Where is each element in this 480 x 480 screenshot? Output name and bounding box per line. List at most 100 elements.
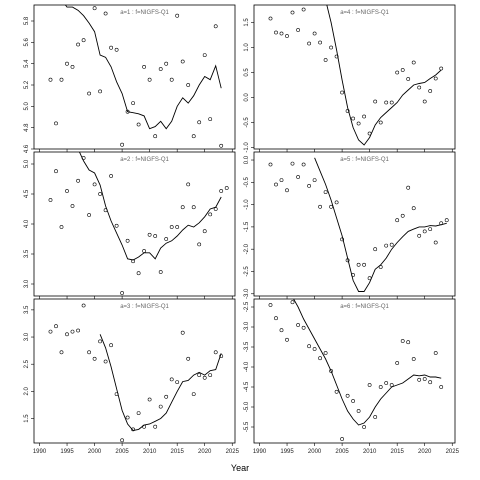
data-point [48, 329, 53, 334]
y-tick-label: 3.0 [24, 332, 30, 341]
x-tick-label: 2005 [335, 449, 349, 455]
data-point [378, 265, 383, 269]
panel-frame [253, 151, 456, 297]
x-tick-label: 2025 [226, 449, 240, 455]
data-point [406, 340, 411, 345]
data-point [131, 427, 136, 432]
data-point [340, 437, 345, 441]
data-point [142, 249, 147, 253]
y-tick-label: 0.5 [244, 68, 250, 77]
data-point [400, 339, 405, 343]
y-tick-label: 1.0 [244, 43, 250, 52]
data-point [422, 229, 427, 234]
data-point [312, 347, 317, 351]
y-tick-label: -4.0 [244, 361, 250, 372]
x-tick-label: 2025 [446, 449, 460, 455]
data-point [307, 183, 312, 188]
data-point [103, 208, 108, 213]
data-point [334, 200, 339, 205]
y-tick-label: 5.8 [24, 16, 30, 25]
y-tick-label: 1.5 [244, 18, 250, 27]
data-point [125, 415, 130, 420]
x-tick-label: 2010 [363, 449, 377, 455]
y-tick-label: -2.5 [244, 301, 250, 312]
data-point [175, 225, 180, 229]
panel-4: -3.0 -2.5 -2.0 -1.5 -1.0 -0.5 0.0 a=5 : f=NIGFS… [244, 151, 456, 299]
panel-6: -5.5 -5.0 -4.5 -4.0 -3.5 -3.0 -2.5 1990 1995 2000… [244, 298, 460, 455]
y-tick-label: -0.5 [244, 117, 250, 128]
data-point [197, 242, 202, 247]
data-point [191, 205, 196, 210]
data-point [356, 262, 361, 267]
fitted-line [99, 334, 222, 431]
data-point [65, 189, 69, 193]
data-point [87, 213, 92, 217]
data-point [274, 182, 278, 187]
data-point [411, 357, 416, 361]
panel-3: 3.0 3.5 4.0 4.5 5.0 a=2 : f=NIGFS-Q1 [24, 151, 236, 299]
data-point [158, 270, 163, 274]
data-point [329, 204, 334, 209]
data-point [345, 258, 350, 263]
data-point [307, 344, 312, 349]
data-point [290, 161, 295, 166]
data-point [65, 332, 69, 337]
data-point [444, 218, 449, 223]
data-point [378, 120, 383, 125]
data-point [131, 101, 136, 106]
panels-group: 4.6 4.8 5.0 5.2 5.4 5.6 5.8 a=1 : f=NIGFS-Q1 -1.… [24, 4, 460, 455]
data-point [318, 204, 323, 209]
data-point [433, 76, 438, 81]
data-point [378, 385, 383, 389]
y-tick-label: 5.0 [24, 159, 30, 168]
y-tick-label: -0.5 [244, 176, 250, 187]
data-point [406, 77, 411, 81]
data-point [428, 380, 433, 385]
data-point [301, 7, 306, 12]
panel-label: a=3 : f=NIGFS-Q1 [120, 304, 169, 310]
y-tick-label: 0.0 [244, 155, 250, 164]
data-point [92, 6, 97, 11]
data-point [136, 271, 141, 276]
data-point [70, 65, 75, 69]
panel-frame [33, 151, 236, 297]
data-point [400, 68, 405, 72]
data-point [285, 188, 289, 193]
panel-5: 1.5 2.0 2.5 3.0 3.5 1990 1995 2000 2005 2010 2015 2… [24, 298, 240, 455]
data-point [373, 247, 378, 252]
panel-label: a=1 : f=NIGFS-Q1 [120, 10, 169, 16]
data-point [345, 393, 350, 398]
data-point [169, 77, 174, 82]
data-point [169, 225, 174, 229]
data-point [76, 328, 81, 333]
data-point [208, 373, 213, 378]
data-point [87, 350, 92, 355]
x-tick-label: 2000 [88, 449, 102, 455]
data-point [323, 58, 328, 62]
data-point [224, 186, 229, 190]
y-tick-label: 4.0 [24, 219, 30, 228]
data-point [59, 350, 64, 355]
y-tick-label: -2.0 [244, 243, 250, 254]
data-point [153, 424, 158, 429]
data-point [59, 225, 64, 229]
data-point [356, 409, 361, 413]
data-point [109, 45, 114, 50]
data-point [202, 375, 207, 380]
y-tick-label: 4.6 [24, 144, 30, 153]
data-point [428, 89, 433, 93]
data-point [103, 11, 108, 16]
data-point [219, 354, 224, 359]
panel-frame [253, 298, 456, 444]
data-point [334, 54, 339, 59]
data-point [147, 77, 152, 82]
data-point [114, 223, 119, 228]
data-point [268, 162, 273, 167]
x-tick-label: 1995 [280, 449, 294, 455]
data-point [76, 42, 81, 47]
data-point [433, 351, 438, 355]
data-point [411, 60, 416, 65]
data-point [54, 324, 58, 329]
data-point [158, 67, 163, 71]
data-point [98, 89, 103, 94]
